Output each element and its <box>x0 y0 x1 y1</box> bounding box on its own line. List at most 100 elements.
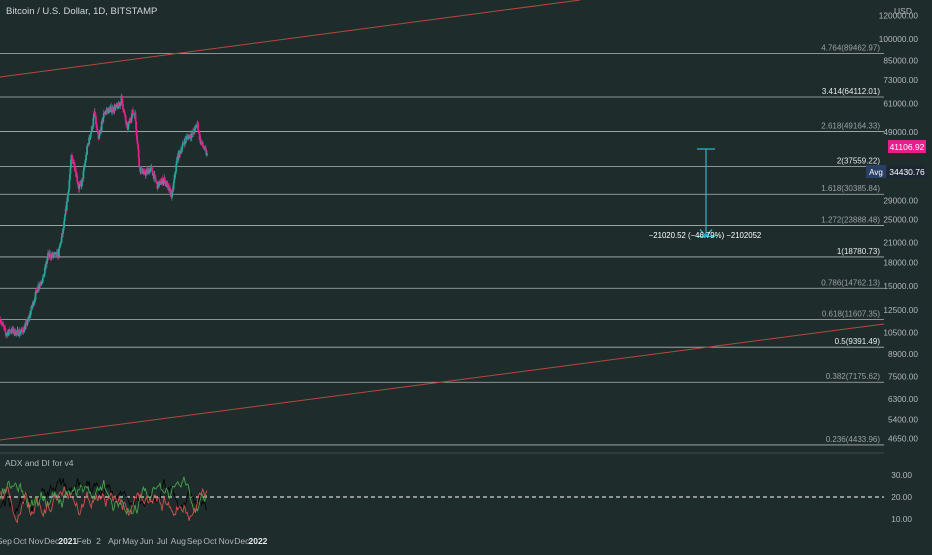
candle-body <box>92 118 95 127</box>
candle-body <box>158 183 160 187</box>
symbol-title: Bitcoin / U.S. Dollar, 1D, BITSTAMP <box>6 6 157 17</box>
price-tick-label: 29000.00 <box>883 195 918 205</box>
time-tick-label: Dec <box>234 536 250 546</box>
candle-body <box>193 131 196 133</box>
candle-body <box>110 106 113 113</box>
candle-body <box>73 162 76 169</box>
price-range-tool[interactable] <box>697 148 715 238</box>
time-tick-label: 2021 <box>58 536 77 546</box>
fib-label: 1.618(30385.84) <box>821 184 880 193</box>
current-price-value: 41106.92 <box>890 142 925 152</box>
lower-trendline <box>0 323 885 441</box>
avg-price-value: 34430.76 <box>889 167 925 177</box>
time-axis[interactable]: SepOctNovDec2021Feb2AprMayJunJulAugSepOc… <box>0 536 268 546</box>
candle-body <box>160 181 163 184</box>
candle-body <box>112 107 115 112</box>
candle-body <box>122 109 125 113</box>
candle-body <box>146 169 149 173</box>
candle-body <box>62 228 65 234</box>
candle-body <box>153 174 156 176</box>
candle-body <box>80 181 83 187</box>
candle-body <box>16 329 19 332</box>
candle-body <box>185 136 188 140</box>
candle-body <box>194 126 196 133</box>
candle-body <box>141 173 144 174</box>
candle-body <box>96 124 98 130</box>
time-tick-label: May <box>122 536 139 546</box>
candle-body <box>205 150 208 156</box>
candle-body <box>151 167 154 173</box>
price-tick-label: 85000.00 <box>883 55 918 65</box>
candle-body <box>145 171 147 176</box>
candle-body <box>155 182 158 183</box>
time-tick-label: Oct <box>203 536 217 546</box>
candle-body <box>22 330 24 333</box>
candle-body <box>121 95 123 99</box>
candle-body <box>60 242 62 244</box>
candle-body <box>90 131 93 134</box>
candle-body <box>129 120 132 122</box>
candle-body <box>35 290 38 292</box>
candle-body <box>27 316 30 320</box>
candle-body <box>21 328 24 331</box>
candle-body <box>162 182 165 185</box>
price-tick-label: 5400.00 <box>888 414 918 424</box>
candles <box>0 93 208 339</box>
time-tick-label: Nov <box>28 536 44 546</box>
candle-body <box>26 323 29 326</box>
candle-body <box>52 252 55 256</box>
candle-body <box>98 133 101 137</box>
candle-body <box>61 232 63 238</box>
candle-body <box>137 144 140 150</box>
time-tick-label: Aug <box>171 536 186 546</box>
candle-body <box>30 306 33 312</box>
candle-body <box>18 330 21 334</box>
price-tick-label: 21000.00 <box>883 237 918 247</box>
candle-body <box>96 129 99 132</box>
candle-body <box>196 125 198 128</box>
candle-body <box>14 329 17 335</box>
candle-body <box>133 113 135 115</box>
candle-body <box>98 136 100 139</box>
measure-label: −21020.52 (−46.79%) −2102052 <box>649 231 762 240</box>
candle-body <box>78 185 81 190</box>
candle-body <box>46 256 49 261</box>
candle-body <box>26 319 29 324</box>
candle-body <box>155 181 158 183</box>
candle-body <box>58 248 60 257</box>
candle-body <box>114 107 117 111</box>
candle-body <box>178 150 181 152</box>
candle-body <box>136 135 138 141</box>
candle-body <box>64 208 67 215</box>
candle-body <box>161 178 164 185</box>
time-tick-label: Apr <box>108 536 121 546</box>
indicator-tick-label: 20.00 <box>891 492 912 502</box>
avg-badge-label: Avg <box>869 168 883 177</box>
indicator-series-di <box>0 486 208 524</box>
candle-body <box>41 281 44 283</box>
candle-body <box>137 149 140 158</box>
candle-body <box>143 170 146 172</box>
candle-body <box>114 105 117 108</box>
candle-body <box>63 221 66 228</box>
candle-body <box>136 140 139 145</box>
fib-label: 0.618(11607.35) <box>822 310 880 319</box>
candle-body <box>15 331 18 333</box>
candle-body <box>175 161 178 165</box>
candle-body <box>190 133 193 138</box>
candle-body <box>19 332 22 334</box>
candle-body <box>15 331 18 336</box>
price-axis[interactable]: 120000.00 100000.00 85000.00 73000.00 61000.… <box>879 10 919 524</box>
price-tick-label: 15000.00 <box>883 281 918 291</box>
candle-body <box>107 107 110 114</box>
candle-body <box>104 112 107 114</box>
candle-body <box>66 201 69 203</box>
candle-body <box>95 124 98 125</box>
candle-body <box>162 179 165 183</box>
candle-body <box>70 159 72 168</box>
candle-body <box>166 183 169 188</box>
candle-body <box>74 168 77 171</box>
candle-body <box>139 168 142 172</box>
